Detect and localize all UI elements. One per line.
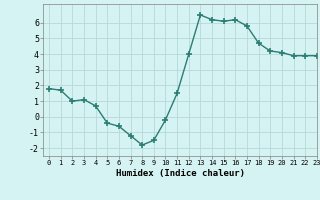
X-axis label: Humidex (Indice chaleur): Humidex (Indice chaleur) — [116, 169, 244, 178]
